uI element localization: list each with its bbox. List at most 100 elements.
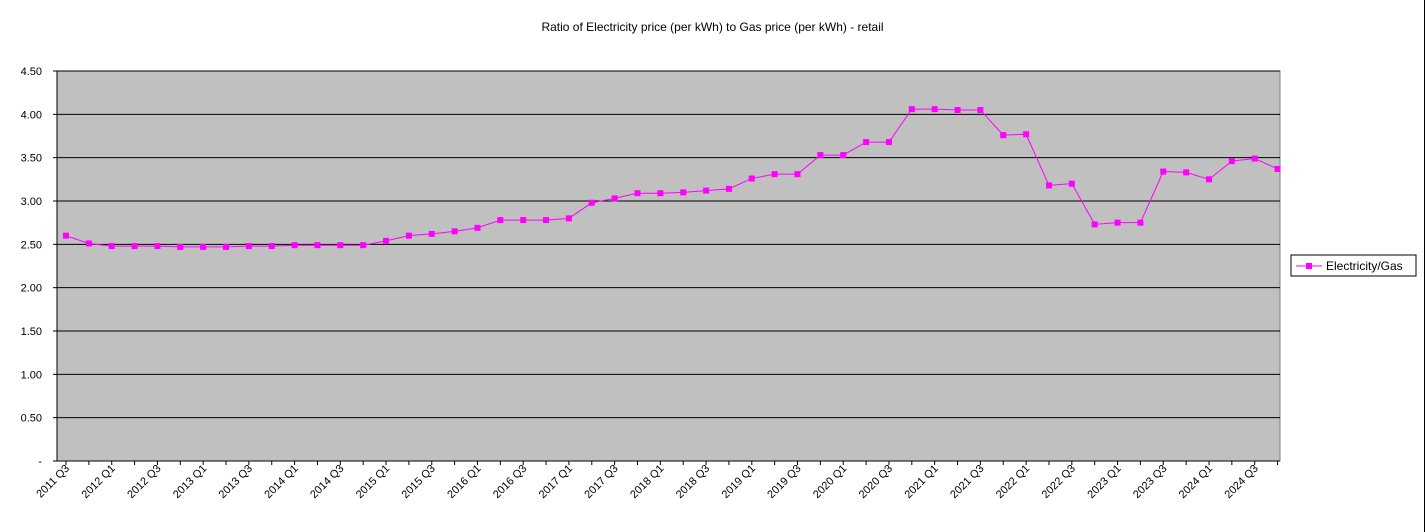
data-point	[1251, 155, 1258, 162]
y-tick-label: 3.50	[21, 153, 42, 165]
x-tick-label: 2017 Q1	[537, 463, 575, 501]
data-point	[131, 243, 138, 250]
legend: Electricity/Gas	[1290, 254, 1417, 277]
x-tick-label: 2016 Q3	[491, 463, 529, 501]
data-point	[817, 152, 824, 159]
data-point	[451, 228, 458, 235]
data-point	[223, 243, 230, 250]
data-point	[565, 215, 572, 222]
data-point	[977, 107, 984, 113]
x-tick-label: 2017 Q3	[582, 463, 620, 501]
data-point	[794, 171, 801, 178]
data-point	[703, 187, 710, 194]
window-edge	[1424, 0, 1425, 532]
data-point	[154, 243, 161, 250]
data-point	[85, 240, 92, 247]
x-tick-label: 2022 Q1	[994, 463, 1032, 501]
y-tick-label: 4.00	[21, 109, 42, 121]
x-tick-label: 2019 Q1	[720, 463, 758, 501]
data-point	[1137, 219, 1144, 226]
y-tick-label: 1.00	[21, 369, 42, 381]
data-point	[520, 217, 527, 224]
y-tick-label: 2.00	[21, 283, 42, 295]
data-point	[680, 189, 687, 196]
data-point	[337, 242, 344, 249]
x-tick-label: 2018 Q3	[674, 463, 712, 501]
data-point	[1228, 158, 1235, 165]
data-point	[474, 224, 481, 231]
data-point	[291, 242, 298, 249]
y-tick-label: 1.50	[21, 326, 42, 338]
data-point	[863, 139, 870, 146]
x-tick-label: 2023 Q3	[1131, 463, 1169, 501]
x-tick-label: 2013 Q3	[217, 463, 255, 501]
y-tick-label: 3.00	[21, 196, 42, 208]
x-tick-label: 2020 Q3	[857, 463, 895, 501]
plot-area	[56, 70, 1281, 462]
data-point	[1205, 176, 1212, 183]
data-point	[1274, 165, 1281, 172]
data-point	[954, 107, 961, 113]
data-point	[383, 237, 390, 244]
data-point	[634, 190, 641, 197]
data-point	[428, 230, 435, 237]
x-tick-label: 2019 Q3	[765, 463, 803, 501]
x-tick-label: 2014 Q1	[262, 463, 300, 501]
chart-title: Ratio of Electricity price (per kWh) to …	[541, 20, 884, 34]
data-point	[543, 217, 550, 224]
data-point	[268, 243, 275, 250]
data-point	[588, 199, 595, 206]
data-point	[1068, 180, 1075, 187]
series-electricity-gas	[63, 106, 1281, 250]
x-tick-label: 2020 Q1	[811, 463, 849, 501]
data-point	[1114, 219, 1121, 226]
x-tick-label: 2021 Q3	[948, 463, 986, 501]
data-point	[360, 242, 367, 249]
data-point	[1000, 132, 1007, 139]
data-point	[748, 175, 755, 182]
data-point	[1183, 169, 1190, 176]
data-point	[657, 190, 664, 197]
y-tick-label: 0.50	[21, 413, 42, 425]
x-axis: 2011 Q3 2012 Q1 2012 Q3 2013 Q1 2013 Q3 2014 …	[34, 460, 1280, 501]
legend-marker	[1306, 263, 1312, 269]
data-point	[245, 243, 252, 250]
x-tick-label: 2016 Q1	[445, 463, 483, 501]
x-tick-label: 2011 Q3	[34, 463, 72, 501]
x-tick-label: 2012 Q1	[80, 463, 118, 501]
data-point	[1091, 221, 1098, 228]
data-point	[931, 106, 938, 113]
data-point	[108, 243, 115, 250]
data-point	[725, 185, 732, 192]
data-point	[1045, 182, 1052, 189]
x-tick-label: 2018 Q1	[628, 463, 666, 501]
y-tick-label: 2.50	[21, 239, 42, 251]
x-tick-label: 2015 Q1	[354, 463, 392, 501]
data-point	[314, 242, 321, 249]
x-tick-label: 2013 Q1	[171, 463, 209, 501]
data-point	[177, 243, 184, 250]
data-point	[840, 152, 847, 159]
x-tick-label: 2012 Q3	[125, 463, 163, 501]
legend-label: Electricity/Gas	[1326, 259, 1403, 273]
data-point	[1160, 168, 1167, 175]
series-line	[65, 108, 1278, 248]
data-point	[908, 106, 915, 113]
x-tick-label: 2023 Q1	[1085, 463, 1123, 501]
y-tick-label: -	[38, 456, 42, 468]
x-tick-label: 2022 Q3	[1040, 463, 1078, 501]
data-point	[611, 195, 618, 202]
x-tick-label: 2015 Q3	[400, 463, 438, 501]
x-tick-label: 2024 Q1	[1177, 463, 1215, 501]
grid-lines	[57, 70, 1280, 419]
x-tick-label: 2024 Q3	[1223, 463, 1261, 501]
data-point	[63, 232, 69, 239]
legend-box	[1290, 254, 1417, 277]
data-point	[200, 243, 207, 250]
y-axis: - 0.50 1.00 1.50 2.00 2.50 3.00 3.50 4.00 4.50	[21, 66, 58, 468]
data-point	[1023, 131, 1030, 138]
data-point	[497, 217, 504, 224]
x-tick-label: 2021 Q1	[902, 463, 940, 501]
